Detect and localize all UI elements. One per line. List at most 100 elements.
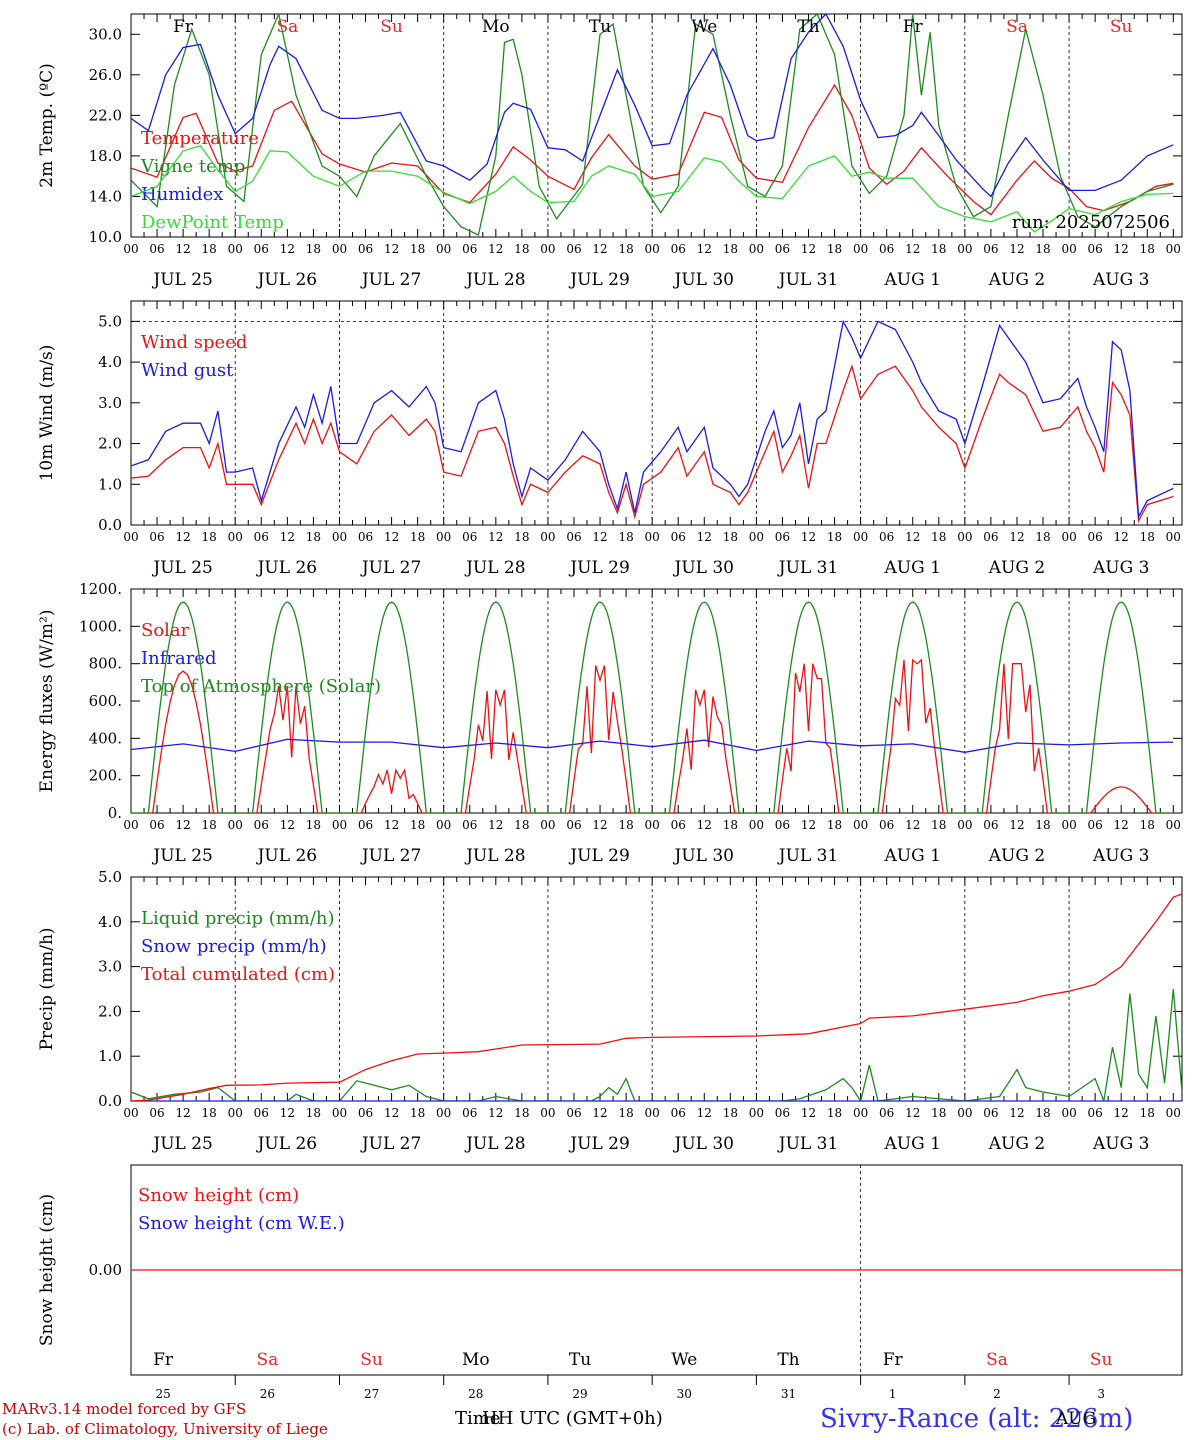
legend-entry: Top of Atmosphere (Solar) — [141, 676, 381, 697]
series-line-blue — [131, 319, 1174, 520]
hour-label: 12 — [697, 818, 712, 832]
bottom-day-number: 25 — [155, 1387, 170, 1401]
hour-label: 00 — [645, 818, 660, 832]
y-tick-label: 3.0 — [98, 958, 122, 976]
hour-label: 12 — [175, 818, 190, 832]
date-label: JUL 25 — [151, 270, 212, 290]
legend-entry: Snow precip (mm/h) — [141, 936, 327, 957]
date-label: AUG 3 — [1092, 558, 1149, 578]
hour-label: 00 — [1166, 530, 1181, 544]
credit-line-2: (c) Lab. of Climatology, University of L… — [2, 1420, 328, 1438]
legend-entry: Snow height (cm) — [138, 1185, 299, 1206]
hour-label: 06 — [1087, 1106, 1102, 1120]
hour-label: 06 — [358, 530, 373, 544]
hour-label: 18 — [306, 242, 321, 256]
hour-label: 12 — [801, 530, 816, 544]
hour-label: 06 — [462, 818, 477, 832]
date-label: JUL 27 — [360, 558, 421, 578]
hour-label: 12 — [1114, 818, 1129, 832]
hour-label: 18 — [723, 818, 738, 832]
hour-label: 00 — [1166, 818, 1181, 832]
date-label: JUL 26 — [256, 1134, 317, 1154]
hour-label: 00 — [1166, 242, 1181, 256]
bottom-day-number: 30 — [677, 1387, 692, 1401]
hour-label: 06 — [775, 530, 790, 544]
hour-label: 18 — [1035, 530, 1050, 544]
legend-entry: Total cumulated (cm) — [141, 964, 335, 985]
y-axis-label: Energy fluxes (W/m²) — [37, 610, 57, 793]
hour-label: 12 — [905, 242, 920, 256]
hour-label: 12 — [801, 818, 816, 832]
hour-label: 06 — [775, 1106, 790, 1120]
y-tick-label: 10.0 — [89, 228, 122, 246]
hour-label: 00 — [749, 818, 764, 832]
hour-label: 18 — [514, 530, 529, 544]
bottom-weekday-label: Th — [777, 1350, 799, 1370]
y-tick-label: 1.0 — [98, 475, 122, 493]
date-label: JUL 26 — [256, 558, 317, 578]
hour-label: 06 — [358, 1106, 373, 1120]
hour-label: 00 — [645, 242, 660, 256]
hour-label: 06 — [149, 530, 164, 544]
y-tick-label: 2.0 — [98, 1002, 122, 1020]
hour-label: 00 — [749, 530, 764, 544]
hour-label: 06 — [566, 242, 581, 256]
bottom-weekday-label: Fr — [153, 1350, 174, 1370]
bottom-day-number: 29 — [572, 1387, 587, 1401]
hour-label: 12 — [488, 1106, 503, 1120]
hour-label: 00 — [853, 818, 868, 832]
bottom-weekday-label: Fr — [883, 1350, 904, 1370]
date-label: AUG 3 — [1092, 1134, 1149, 1154]
series-line-green — [131, 14, 1174, 236]
y-axis-label: 10m Wind (m/s) — [37, 345, 57, 482]
series-line-red — [131, 893, 1182, 1101]
y-tick-label: 2.0 — [98, 435, 122, 453]
bottom-day-number: 1 — [889, 1387, 897, 1401]
y-tick-label: 26.0 — [89, 66, 122, 84]
hour-label: 18 — [723, 1106, 738, 1120]
hour-label: 18 — [306, 530, 321, 544]
panel-3: 0. 200. 400. 600. 800. 1000. 1200. Energy fluxe… — [37, 580, 1183, 866]
panel-1: 10.0 14.0 18.0 22.0 26.0 30.0 2m Temp. (ºC) 00 0… — [37, 13, 1183, 290]
y-tick-label: 14.0 — [89, 187, 122, 205]
weekday-label: Su — [380, 17, 403, 37]
bottom-day-number: 2 — [993, 1387, 1001, 1401]
date-label: JUL 25 — [151, 1134, 212, 1154]
hour-label: 06 — [671, 530, 686, 544]
weekday-label: Mo — [482, 17, 510, 37]
series-line-red — [131, 364, 1174, 524]
hour-label: 12 — [905, 818, 920, 832]
y-tick-label: 1200. — [79, 580, 122, 598]
hour-label: 12 — [175, 242, 190, 256]
hour-label: 00 — [228, 1106, 243, 1120]
hour-label: 06 — [566, 530, 581, 544]
legend-entry: Snow height (cm W.E.) — [138, 1213, 345, 1234]
date-label: AUG 2 — [988, 846, 1045, 866]
y-tick-label: 5.0 — [98, 868, 122, 886]
y-axis-label: 2m Temp. (ºC) — [37, 63, 57, 188]
y-tick-label: 1.0 — [98, 1047, 122, 1065]
date-label: AUG 3 — [1092, 270, 1149, 290]
hour-label: 12 — [280, 818, 295, 832]
hour-label: 12 — [488, 530, 503, 544]
date-label: JUL 27 — [360, 1134, 421, 1154]
hour-label: 06 — [462, 530, 477, 544]
hour-label: 06 — [1087, 530, 1102, 544]
hour-label: 06 — [149, 818, 164, 832]
hour-label: 12 — [905, 530, 920, 544]
bottom-day-number: 26 — [260, 1387, 275, 1401]
hour-label: 00 — [645, 530, 660, 544]
date-label: JUL 31 — [777, 558, 838, 578]
date-label: JUL 26 — [256, 270, 317, 290]
hour-label: 00 — [749, 1106, 764, 1120]
hour-label: 18 — [410, 530, 425, 544]
hour-label: 00 — [957, 1106, 972, 1120]
date-label: JUL 28 — [464, 270, 525, 290]
panel-frame — [130, 300, 1183, 526]
hour-label: 06 — [775, 242, 790, 256]
hour-label: 18 — [202, 1106, 217, 1120]
hour-label: 18 — [931, 1106, 946, 1120]
weekday-label: Sa — [276, 17, 298, 37]
hour-label: 06 — [879, 1106, 894, 1120]
date-label: JUL 30 — [673, 270, 734, 290]
